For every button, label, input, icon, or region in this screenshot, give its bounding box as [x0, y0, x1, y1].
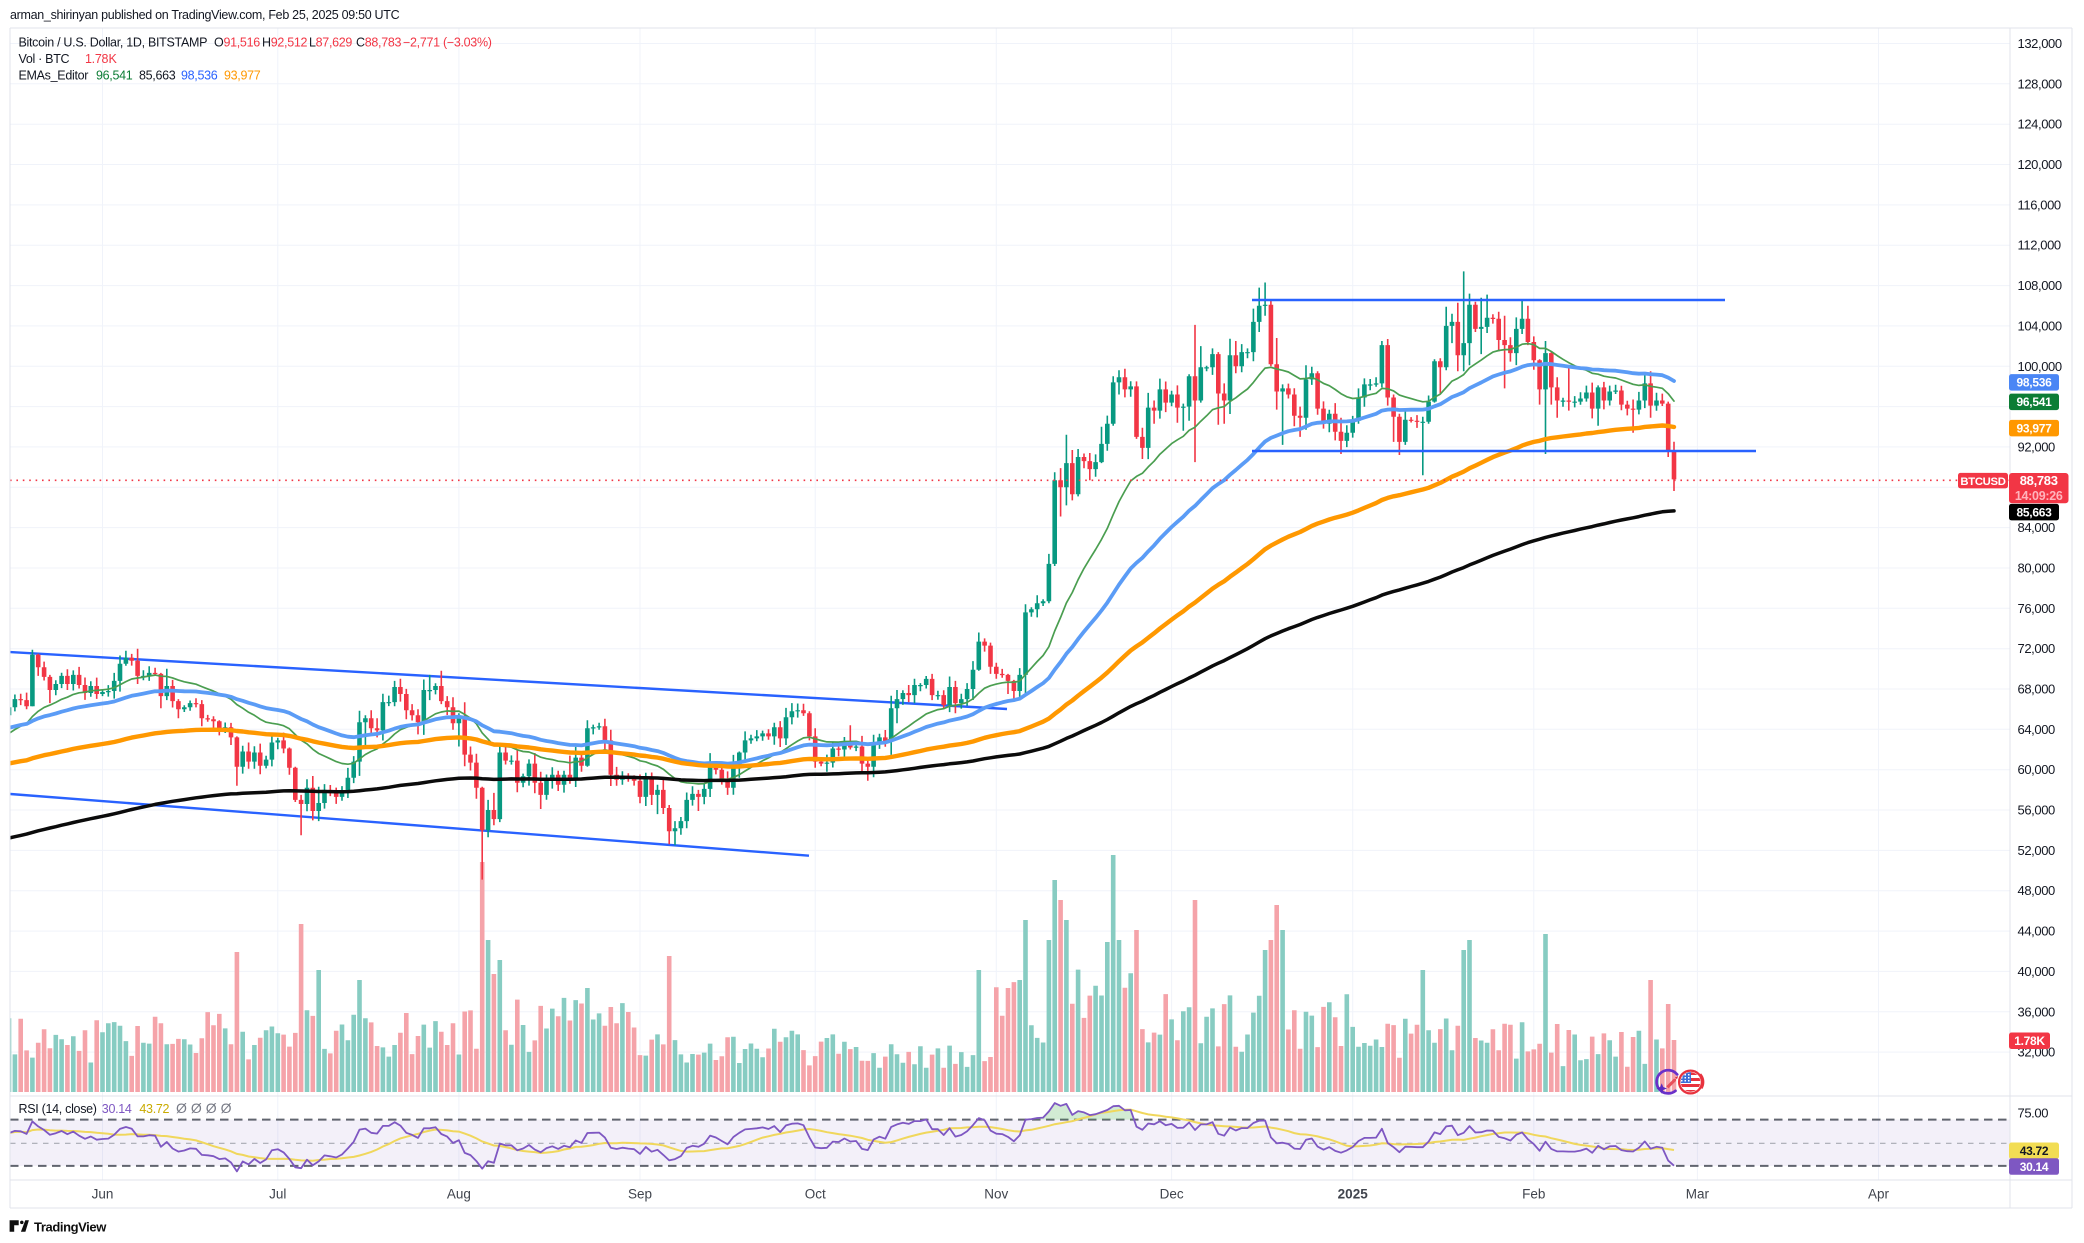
svg-text:56,000: 56,000: [2018, 803, 2056, 818]
svg-text:128,000: 128,000: [2018, 76, 2062, 91]
svg-text:Aug: Aug: [447, 1187, 471, 1202]
svg-text:52,000: 52,000: [2018, 843, 2056, 858]
svg-text:100,000: 100,000: [2018, 359, 2062, 374]
svg-text:EMAs_Editor: EMAs_Editor: [19, 69, 89, 83]
svg-text:30.14: 30.14: [2020, 1160, 2049, 1174]
svg-text:−2,771 (−3.03%): −2,771 (−3.03%): [403, 36, 492, 50]
svg-text:Bitcoin / U.S. Dollar, 1D, BIT: Bitcoin / U.S. Dollar, 1D, BITSTAMP: [19, 36, 208, 50]
svg-text:36,000: 36,000: [2018, 1004, 2056, 1019]
svg-text:Nov: Nov: [984, 1187, 1008, 1202]
svg-text:120,000: 120,000: [2018, 157, 2062, 172]
svg-text:Jul: Jul: [269, 1187, 286, 1202]
svg-text:96,541: 96,541: [2017, 395, 2053, 409]
svg-text:14:09:26: 14:09:26: [2015, 489, 2063, 503]
svg-text:43.72: 43.72: [2020, 1144, 2049, 1158]
svg-text:C88,783: C88,783: [356, 36, 402, 50]
svg-text:98,536: 98,536: [2017, 376, 2053, 390]
svg-text:85,663: 85,663: [139, 69, 176, 83]
svg-text:132,000: 132,000: [2018, 36, 2062, 51]
svg-text:112,000: 112,000: [2018, 238, 2061, 253]
svg-text:92,000: 92,000: [2018, 439, 2056, 454]
svg-text:60,000: 60,000: [2018, 762, 2056, 777]
svg-text:TradingView: TradingView: [34, 1220, 107, 1235]
svg-text:Oct: Oct: [805, 1187, 826, 1202]
svg-text:85,663: 85,663: [2017, 505, 2053, 519]
svg-text:76,000: 76,000: [2018, 601, 2056, 616]
svg-text:48,000: 48,000: [2018, 883, 2056, 898]
svg-text:93,977: 93,977: [2017, 422, 2053, 436]
svg-text:ØØØØ: ØØØØ: [176, 1100, 236, 1116]
svg-text:93,977: 93,977: [224, 69, 261, 83]
svg-text:64,000: 64,000: [2018, 722, 2056, 737]
svg-text:75.00: 75.00: [2018, 1106, 2049, 1121]
svg-text:K: K: [109, 52, 118, 66]
svg-text:Dec: Dec: [1160, 1187, 1184, 1202]
svg-text:RSI (14, close): RSI (14, close): [19, 1102, 97, 1116]
svg-text:98,536: 98,536: [181, 69, 218, 83]
svg-text:H92,512: H92,512: [262, 36, 308, 50]
svg-text:Apr: Apr: [1868, 1187, 1890, 1202]
svg-text:O91,516: O91,516: [214, 36, 260, 50]
svg-text:88,783: 88,783: [2020, 473, 2058, 488]
svg-text:Sep: Sep: [628, 1187, 652, 1202]
svg-text:80,000: 80,000: [2018, 561, 2056, 576]
svg-text:arman_shirinyan published on T: arman_shirinyan published on TradingView…: [10, 8, 400, 22]
svg-text:30.14: 30.14: [102, 1102, 132, 1116]
svg-text:96,541: 96,541: [96, 69, 133, 83]
svg-text:72,000: 72,000: [2018, 641, 2056, 656]
svg-text:116,000: 116,000: [2018, 197, 2061, 212]
svg-text:Jun: Jun: [92, 1187, 114, 1202]
svg-text:1.78K: 1.78K: [2014, 1034, 2045, 1048]
svg-text:104,000: 104,000: [2018, 318, 2062, 333]
svg-text:40,000: 40,000: [2018, 964, 2056, 979]
svg-text:Vol · BTC: Vol · BTC: [19, 52, 70, 66]
svg-text:BTCUSD: BTCUSD: [1960, 476, 2005, 488]
svg-text:68,000: 68,000: [2018, 682, 2056, 697]
svg-text:84,000: 84,000: [2018, 520, 2056, 535]
svg-text:124,000: 124,000: [2018, 117, 2062, 132]
svg-text:1.78: 1.78: [85, 52, 108, 66]
svg-text:43.72: 43.72: [139, 1102, 169, 1116]
svg-text:2025: 2025: [1338, 1187, 1369, 1202]
svg-text:Feb: Feb: [1522, 1187, 1545, 1202]
svg-text:108,000: 108,000: [2018, 278, 2062, 293]
svg-text:Mar: Mar: [1686, 1187, 1710, 1202]
svg-text:44,000: 44,000: [2018, 924, 2056, 939]
svg-text:L87,629: L87,629: [309, 36, 352, 50]
